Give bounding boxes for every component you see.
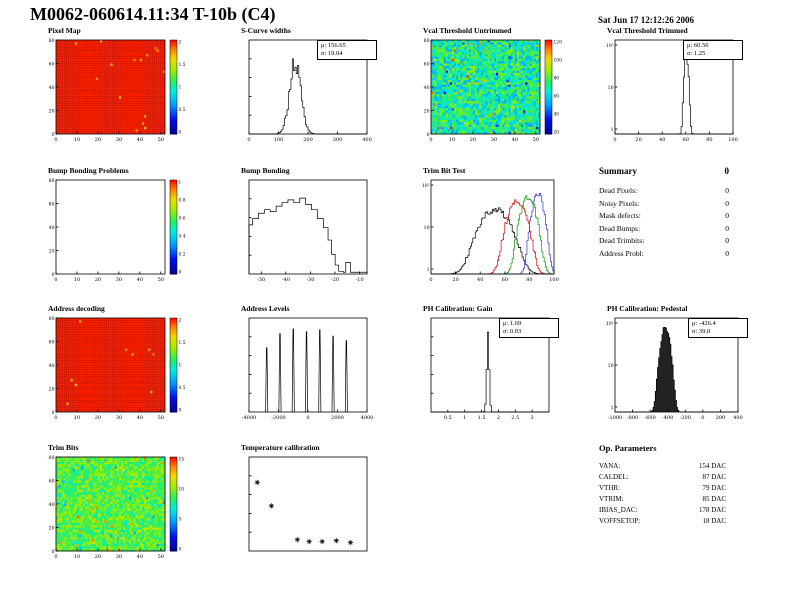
op-parameter-row: CALDEL: 87 DAC [599,472,726,483]
bump-problems-panel: Bump Bonding Problems [40,166,195,286]
timestamp: Sat Jun 17 12:12:26 2006 [598,15,695,25]
op-parameter-value: 178 DAC [698,506,726,514]
ph-pedestal-stat-box: μ: -426.4 σ: 39.0 [688,318,748,338]
summary-item-label: Dead Pixels: [599,186,638,195]
op-parameter-label: VTHR: [599,484,620,492]
summary-list: Dead Pixels: 0 Noisy Pixels: 0 Mask defect… [599,185,729,260]
address-decoding-chart [40,314,195,424]
stat-sigma: σ: 0.03 [503,328,522,335]
op-parameter-value: 79 DAC [702,484,726,492]
op-parameter-row: VOFFSETOP: 18 DAC [599,516,726,527]
temperature-calibration-title: Temperature calibration [241,443,320,452]
summary-item-value: 0 [725,186,729,195]
stat-sigma: σ: 39.0 [692,328,711,335]
scurve-stat-box: μ: 156.65 σ: 19.04 [317,40,377,60]
summary-item-value: 0 [725,198,729,208]
summary-row: Dead Trimbits: 0 [599,235,729,248]
address-levels-panel: Address Levels [233,304,373,424]
stat-mu: μ: 156.65 [321,42,346,49]
summary-item-label: Dead Trimbits: [599,236,645,245]
op-parameter-label: VANA: [599,462,621,470]
temperature-calibration-panel: Temperature calibration [233,443,373,563]
op-parameter-label: IBIAS_DAC: [599,506,638,514]
op-parameter-row: VTRIM: 85 DAC [599,494,726,505]
op-parameters-list: VANA: 154 DAC CALDEL: 87 DAC VTHR: 79 DAC V… [599,461,726,527]
temperature-calibration-chart [233,453,373,563]
pixel-map-chart [40,36,195,146]
op-parameters-panel: Op. Parameters VANA: 154 DAC CALDEL: 87 DA… [599,443,726,527]
summary-item-value: 0 [725,248,729,258]
vcal-trimmed-stat-box: μ: 60.50 σ: 1.25 [683,40,743,60]
vcal-untrimmed-panel: Vcal Threshold Untrimmed [415,26,570,146]
op-parameter-label: VOFFSETOP: [599,517,641,525]
summary-title: Summary [599,166,637,176]
summary-row: Mask defects: 0 [599,210,729,223]
bump-bonding-chart [233,176,373,286]
op-parameter-label: VTRIM: [599,495,624,503]
trim-bit-test-panel: Trim Bit Test [415,166,560,286]
address-decoding-title: Address decoding [48,304,105,313]
stat-sigma: σ: 19.04 [321,50,343,57]
op-parameter-value: 154 DAC [698,462,726,470]
bump-problems-chart [40,176,195,286]
bump-bonding-title: Bump Bonding [241,166,290,175]
summary-item-label: Dead Bumps: [599,223,641,233]
op-parameter-value: 85 DAC [702,495,726,503]
op-parameter-value: 87 DAC [702,473,726,481]
vcal-untrimmed-title: Vcal Threshold Untrimmed [423,26,512,35]
summary-row: Dead Pixels: 0 [599,185,729,198]
address-decoding-panel: Address decoding [40,304,195,424]
vcal-trimmed-title: Vcal Threshold Trimmed [607,26,688,35]
summary-row: Dead Bumps: 0 [599,223,729,236]
bump-bonding-panel: Bump Bonding [233,166,373,286]
ph-gain-stat-box: μ: 1.69 σ: 0.03 [499,318,559,338]
page-title: M0062-060614.11:34 T-10b (C4) [30,4,276,24]
summary-item-value: 0 [725,236,729,245]
summary-item-label: Address Probl: [599,248,644,258]
trim-bits-panel: Trim Bits [40,443,195,563]
pixel-map-title: Pixel Map [48,26,81,35]
op-parameter-label: CALDEL: [599,473,629,481]
ph-gain-title: PH Calibration: Gain [423,304,493,313]
summary-item-value: 0 [725,223,729,233]
summary-item-label: Mask defects: [599,211,641,220]
pixel-map-panel: Pixel Map [40,26,195,146]
address-levels-title: Address Levels [241,304,290,313]
summary-row: Address Probl: 0 [599,248,729,261]
vcal-untrimmed-chart [415,36,570,146]
scurve-widths-title: S-Curve widths [241,26,291,35]
op-parameter-row: VANA: 154 DAC [599,461,726,472]
trim-bit-test-title: Trim Bit Test [423,166,466,175]
stat-mu: μ: 1.69 [503,320,522,327]
bump-problems-title: Bump Bonding Problems [48,166,129,175]
summary-item-value: 0 [725,211,729,220]
op-parameter-row: IBIAS_DAC: 178 DAC [599,505,726,516]
ph-pedestal-title: PH Calibration: Pedestal [607,304,688,313]
summary-panel: Summary 0 Dead Pixels: 0 Noisy Pixels: 0 M… [599,166,729,260]
op-parameter-value: 18 DAC [702,517,726,525]
trim-bit-test-chart [415,176,560,286]
stat-mu: μ: -426.4 [692,320,716,327]
trim-bits-title: Trim Bits [48,443,79,452]
stat-sigma: σ: 1.25 [687,50,706,57]
op-parameters-title: Op. Parameters [599,443,657,453]
address-levels-chart [233,314,373,424]
summary-item-label: Noisy Pixels: [599,198,640,208]
op-parameter-row: VTHR: 79 DAC [599,483,726,494]
trim-bits-chart [40,453,195,563]
summary-row: Noisy Pixels: 0 [599,198,729,211]
stat-mu: μ: 60.50 [687,42,709,49]
summary-total: 0 [724,166,730,176]
